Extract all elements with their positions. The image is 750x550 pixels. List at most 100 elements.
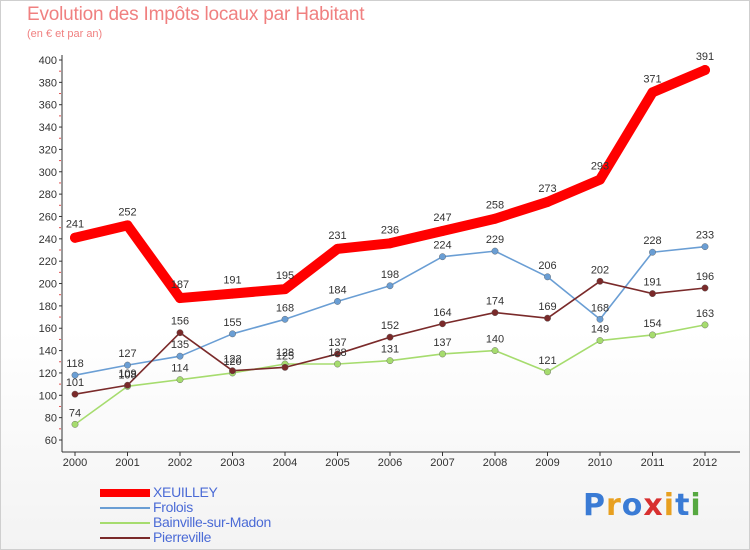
data-point [229,367,236,375]
logo-letter: o [621,488,644,523]
data-label: 184 [328,284,346,296]
y-tick-label: 160 [39,323,57,335]
x-tick-label: 2007 [430,457,454,469]
data-label: 371 [643,73,661,85]
data-point [437,226,448,236]
data-point [701,284,709,292]
x-tick-label: 2000 [63,457,87,469]
logo-letter: t [675,488,691,523]
y-tick-label: 220 [39,256,57,268]
data-label: 196 [696,271,714,283]
data-label: 131 [381,344,399,356]
data-point [701,243,709,251]
data-point [700,65,710,76]
data-label: 252 [118,206,136,218]
data-label: 198 [381,269,399,281]
y-tick-label: 140 [39,346,57,358]
data-label: 155 [223,317,241,329]
data-label: 241 [66,219,84,231]
data-label: 109 [118,368,136,380]
y-tick-label: 80 [45,413,57,425]
data-point [649,331,656,339]
legend-label: Frolois [153,499,193,515]
data-point [544,368,551,376]
y-tick-label: 380 [39,77,57,89]
data-point [386,357,394,365]
y-tick-label: 400 [39,55,57,67]
data-point [332,243,343,254]
data-point [439,320,446,328]
data-label: 224 [433,240,451,252]
data-point [386,282,394,290]
logo-letter: i [663,488,676,523]
data-label: 128 [276,347,294,359]
data-label: 74 [69,407,81,419]
data-point [176,329,184,337]
data-label: 125 [276,350,294,362]
data-label: 149 [591,324,609,336]
data-point [596,315,604,323]
y-tick-label: 120 [39,368,57,380]
data-label: 206 [538,260,556,272]
data-point [649,248,656,256]
data-label: 231 [328,230,346,242]
y-tick-label: 100 [39,390,57,402]
y-tick-label: 280 [39,189,57,201]
data-point [70,232,80,243]
data-point [596,277,604,285]
logo-letter: x [643,488,664,523]
x-tick-label: 2003 [220,457,244,469]
data-label: 154 [643,318,661,330]
data-point [439,350,446,358]
legend-label: XEUILLEY [153,484,218,500]
data-point [649,290,656,297]
data-point [334,298,341,305]
data-point [491,309,499,316]
legend-swatch [100,522,150,524]
data-label: 135 [171,339,189,351]
data-label: 195 [276,270,294,282]
legend-swatch [100,507,150,509]
x-tick-label: 2009 [535,457,559,469]
data-label: 118 [66,358,84,370]
data-point [176,376,184,384]
data-point [124,361,131,369]
data-point [596,337,604,344]
data-label: 137 [328,337,346,349]
data-point [542,196,553,207]
data-label: 229 [486,234,504,246]
data-label: 273 [538,183,556,195]
data-label: 140 [486,334,504,346]
y-tick-label: 300 [39,167,57,179]
chart-title: Evolution des Impôts locaux par Habitant [27,4,365,25]
y-tick-label: 60 [45,435,57,447]
data-point [334,350,341,358]
data-point [229,330,236,338]
data-label: 236 [381,224,399,236]
data-point [71,371,79,379]
x-tick-label: 2012 [693,457,717,469]
data-point [647,87,658,98]
chart-subtitle: (en € et par an) [27,28,103,40]
data-point [439,253,446,261]
legend-label: Pierreville [153,529,212,545]
legend-label: Bainville-sur-Madon [153,514,272,530]
x-tick-label: 2008 [483,457,507,469]
data-label: 168 [276,302,294,314]
data-label: 122 [223,354,241,366]
x-tick-label: 2006 [378,457,402,469]
x-tick-label: 2004 [273,457,297,469]
data-label: 391 [696,51,714,63]
data-label: 258 [486,200,504,212]
data-label: 101 [66,377,84,389]
data-label: 114 [171,363,189,375]
x-tick-label: 2002 [168,457,192,469]
data-label: 187 [171,279,189,291]
data-point [124,381,131,389]
data-point [491,247,499,255]
data-label: 163 [696,308,714,320]
y-tick-label: 340 [39,122,57,134]
data-label: 168 [591,302,609,314]
y-tick-label: 360 [39,100,57,112]
